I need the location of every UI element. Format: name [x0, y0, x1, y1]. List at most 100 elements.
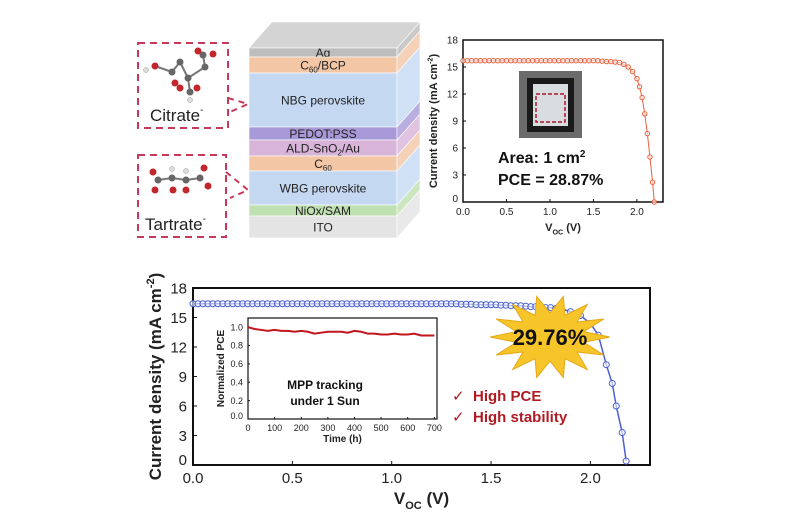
data-point: [486, 58, 492, 64]
x-axis-label: VOC (V): [394, 489, 449, 512]
x-axis-label-unit: (V): [563, 222, 581, 234]
data-point: [608, 379, 616, 387]
data-point: [525, 58, 531, 64]
x-tick-label: 1.5: [481, 470, 502, 487]
data-point: [573, 58, 579, 64]
stack-layer-label: C60: [314, 157, 332, 173]
data-point: [516, 58, 523, 64]
y-axis-label-main: Current density (mA cm: [428, 64, 440, 189]
data-point: [612, 59, 618, 65]
data-point: [625, 64, 631, 70]
small-jv-chart: 0.0 0.5 1.0 1.5 2.0 0 3 6 9 12 15 18 VOC (V) Current …: [427, 36, 664, 236]
x-axis-label-main: V: [394, 489, 406, 508]
x-tick-label: 100: [267, 423, 282, 433]
area-sup: 2: [580, 149, 586, 160]
data-point: [595, 58, 601, 64]
data-point: [636, 84, 643, 90]
x-tick-label: 0.5: [282, 470, 303, 487]
stack-layer-label: Ag: [316, 46, 331, 60]
x-tick-label: 200: [294, 423, 309, 433]
layer-label-text: ITO: [313, 221, 333, 235]
y-tick-label: 18: [170, 280, 187, 297]
data-point: [499, 58, 505, 64]
x-tick-label: 1.0: [543, 207, 557, 218]
data-point: [490, 58, 497, 64]
data-point: [473, 58, 479, 64]
stack-layer-label: WBG perovskite: [280, 182, 367, 196]
layer-label-text: WBG perovskite: [280, 182, 367, 196]
layer-label-text: Ag: [316, 46, 331, 60]
data-point: [634, 76, 640, 82]
data-point: [568, 58, 575, 64]
data-line: [247, 326, 435, 337]
x-tick-label: 600: [400, 423, 415, 433]
data-point: [622, 457, 630, 465]
data-point: [612, 402, 620, 410]
layer-label-rest: /BCP: [318, 59, 346, 73]
data-point: [603, 58, 610, 65]
data-point: [639, 94, 645, 101]
y-axis-label-main: Normalized PCE: [216, 330, 227, 408]
x-tick-label: 300: [320, 423, 335, 433]
data-point: [590, 58, 597, 64]
y-tick-label: 0.8: [230, 341, 243, 351]
x-tick-label: 0: [245, 423, 250, 433]
x-tick-label: 400: [347, 423, 362, 433]
data-point: [534, 58, 540, 64]
layer-label-sub: 2: [337, 149, 342, 158]
y-tick-label: 0.2: [230, 396, 243, 406]
x-tick-label: 1.5: [586, 207, 600, 218]
data-point: [521, 58, 527, 64]
check-icon: ✓: [452, 388, 465, 405]
y-axis-label-main: Current density (mA cm: [146, 288, 165, 480]
layer-label-text: C: [300, 59, 309, 73]
data-point: [651, 199, 658, 205]
feature-label: High stability: [473, 409, 568, 426]
stack-layer-label: C60/BCP: [300, 59, 346, 75]
inset-annotation-line2: under 1 Sun: [290, 394, 359, 408]
data-point: [464, 58, 471, 64]
y-tick-label: 0.4: [230, 377, 243, 387]
data-point: [495, 58, 501, 64]
y-axis-label: Current density (mA cm-2): [427, 54, 440, 189]
data-point: [542, 58, 549, 64]
data-point: [508, 58, 514, 64]
y-tick-label: 15: [447, 63, 459, 74]
y-tick-label: 15: [170, 310, 187, 327]
y-axis-label-sup: -2: [427, 57, 435, 63]
layer-label-sub: 60: [309, 66, 318, 75]
citrate-molecule-icon: [143, 47, 217, 103]
tartrate-molecule-icon: [149, 164, 212, 194]
layer-label-text: NBG perovskite: [281, 94, 365, 108]
data-point: [599, 58, 605, 64]
data-point: [577, 58, 584, 64]
y-tick-label: 3: [179, 428, 187, 445]
y-tick-label: 6: [179, 398, 187, 415]
pce-annotation: PCE = 28.87%: [498, 172, 603, 189]
active-area-outline: [535, 93, 566, 123]
data-point: [642, 111, 648, 117]
y-axis-label: Normalized PCE: [216, 330, 227, 408]
data-point: [503, 58, 510, 64]
starburst-icon: [490, 295, 610, 379]
data-point: [629, 68, 636, 75]
y-axis-label-end: ): [146, 273, 165, 279]
data-point: [616, 59, 623, 66]
area-text: Area: 1 cm: [498, 150, 580, 167]
x-tick-label: 2.0: [580, 470, 601, 487]
y-tick-label: 9: [452, 117, 458, 128]
data-point: [621, 61, 627, 68]
y-tick-label: 0: [452, 194, 458, 205]
data-point: [608, 58, 614, 65]
data-point: [647, 154, 653, 160]
tartrate-label: Tartrate: [145, 215, 203, 234]
stack-layer: [248, 170, 398, 206]
data-point: [477, 58, 484, 64]
layer-label-text: C: [314, 157, 323, 171]
y-tick-label: 6: [452, 144, 458, 155]
x-axis-label-main: V: [545, 222, 553, 234]
record-pce-label: 29.76%: [513, 325, 588, 350]
layer-label-sub: 60: [323, 164, 332, 173]
y-axis-label: Current density (mA cm-2): [145, 273, 165, 481]
